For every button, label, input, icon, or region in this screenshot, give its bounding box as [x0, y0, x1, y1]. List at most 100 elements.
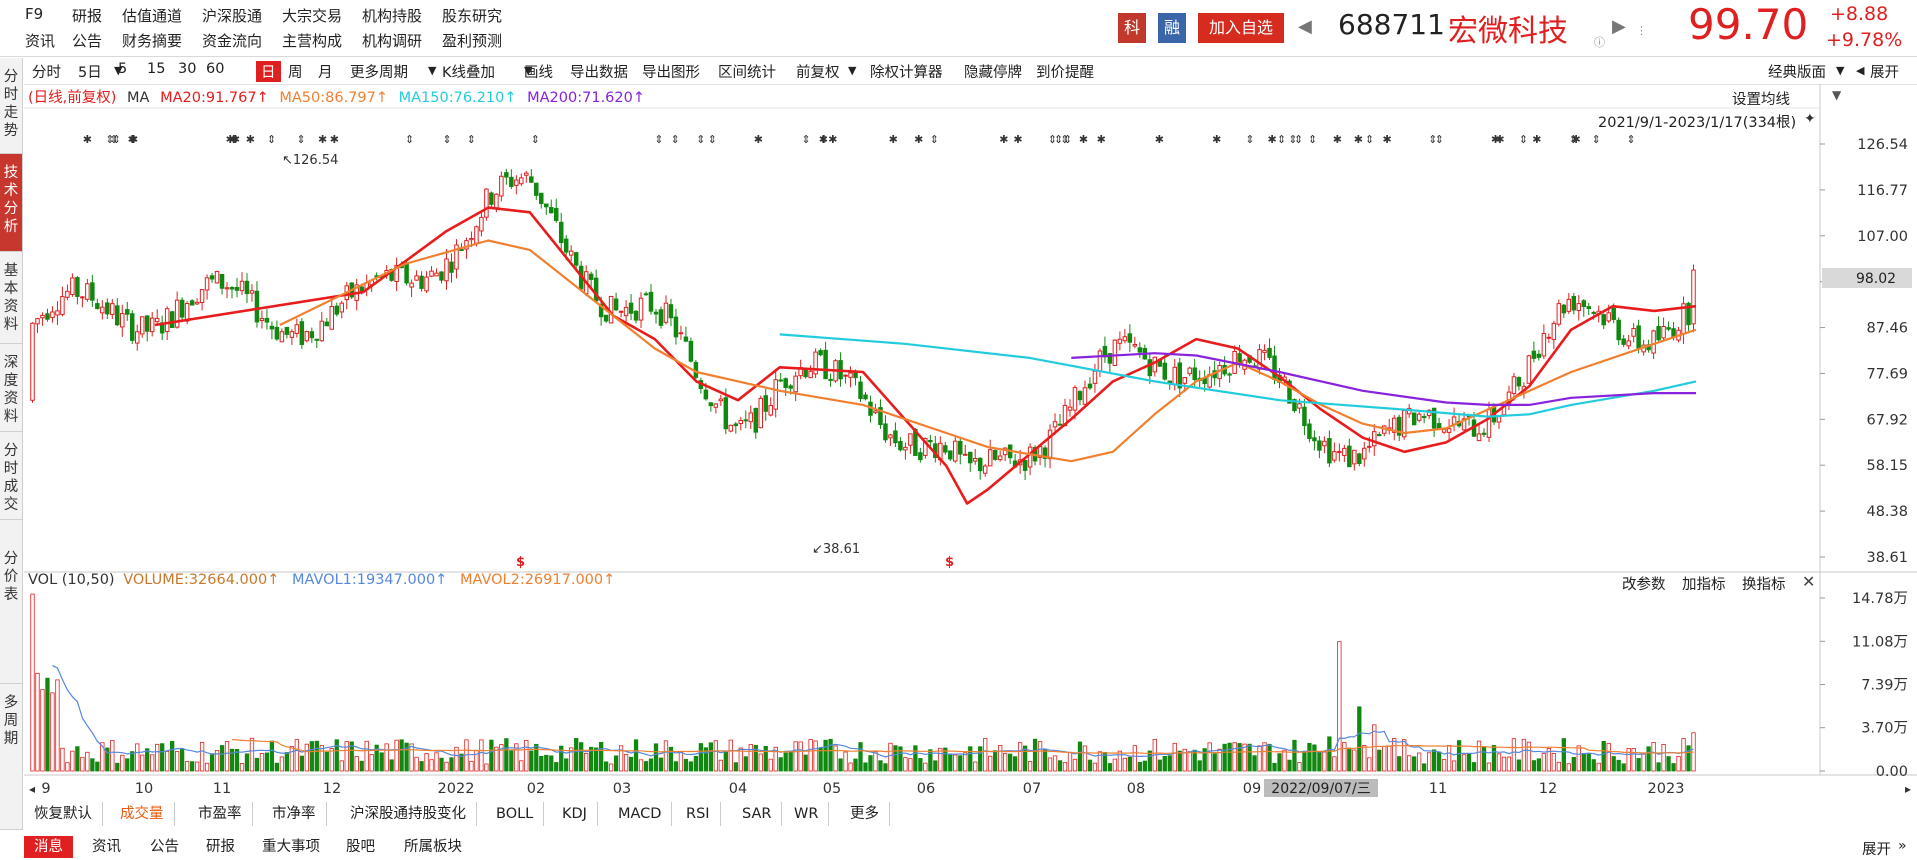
toolbar-item-7[interactable]: 周	[288, 65, 303, 81]
event-marker[interactable]: ⇕	[1054, 133, 1063, 146]
event-marker[interactable]: ⇕	[1569, 133, 1578, 146]
event-marker[interactable]: ✱	[828, 133, 837, 146]
event-marker[interactable]: ✱	[246, 133, 255, 146]
event-marker[interactable]: ⇕	[405, 133, 414, 146]
menu-top-6[interactable]: 股东研究	[442, 7, 503, 25]
news-expand-button[interactable]: 展开	[1862, 842, 1891, 858]
scroll-right-icon[interactable]: ▸	[1905, 782, 1911, 796]
nav-item-3[interactable]: 深度资料	[0, 344, 22, 432]
event-marker[interactable]: ⇕	[654, 133, 663, 146]
event-marker[interactable]: ✱	[318, 133, 327, 146]
event-marker[interactable]: ✱	[819, 133, 828, 146]
event-marker[interactable]: ⇕	[1277, 133, 1286, 146]
event-marker[interactable]: ✱	[1572, 133, 1581, 146]
toolbar-item-2[interactable]: 5	[118, 61, 128, 77]
event-marker[interactable]: ✱	[914, 133, 923, 146]
event-marker[interactable]: ✱	[1097, 133, 1106, 146]
toolbar-item-3[interactable]: 15	[147, 61, 166, 77]
news-tab-3[interactable]: 研报	[206, 839, 235, 855]
event-marker[interactable]: ⇕	[1627, 133, 1636, 146]
event-marker[interactable]: ✱	[226, 133, 235, 146]
event-marker[interactable]: ⇕	[801, 133, 810, 146]
event-marker[interactable]: ⇕	[105, 133, 114, 146]
event-marker[interactable]: ✱	[231, 133, 240, 146]
event-marker[interactable]: ✱	[83, 133, 92, 146]
nav-item-0[interactable]: 分时走势	[0, 58, 22, 154]
event-marker[interactable]: ✱	[1267, 133, 1276, 146]
tag-ke[interactable]: 科	[1118, 13, 1146, 43]
pin-icon[interactable]: ✦	[1804, 111, 1816, 127]
menu-top-3[interactable]: 沪深股通	[202, 7, 263, 25]
event-marker[interactable]: ✱	[889, 133, 898, 146]
event-marker[interactable]: ✱	[128, 133, 137, 146]
event-marker[interactable]: ⇕	[671, 133, 680, 146]
indicator-tab-2[interactable]: 市盈率	[188, 802, 253, 826]
nav-item-5[interactable]: 分价表	[0, 520, 22, 684]
event-marker[interactable]: ✱	[1495, 133, 1504, 146]
event-marker[interactable]: ⇕	[1063, 133, 1072, 146]
prev-stock-icon[interactable]: ◀	[1298, 16, 1312, 37]
menu-top-1[interactable]: 研报	[72, 7, 103, 25]
switch-indicator-button[interactable]: 换指标	[1742, 577, 1786, 593]
toolbar-item-0[interactable]: 分时	[32, 65, 61, 81]
news-tab-6[interactable]: 所属板块	[404, 839, 462, 855]
toolbar-item-12[interactable]: 导出数据	[570, 65, 628, 81]
event-marker[interactable]: ✱	[999, 133, 1008, 146]
toolbar-item-16[interactable]: 除权计算器	[870, 65, 943, 81]
dividend-marker[interactable]: $	[516, 555, 525, 570]
nav-item-2[interactable]: 基本资料	[0, 252, 22, 344]
change-params-button[interactable]: 改参数	[1622, 577, 1666, 593]
toolbar-item-17[interactable]: 隐藏停牌	[964, 65, 1022, 81]
indicator-tab-7[interactable]: MACD	[608, 802, 673, 826]
indicator-tab-1[interactable]: 成交量	[110, 802, 175, 826]
toolbar-item-15[interactable]: 前复权	[796, 65, 840, 81]
dd-k-overlay-icon[interactable]: ▼	[524, 64, 533, 77]
menu-top-5[interactable]: 机构持股	[362, 7, 423, 25]
event-marker[interactable]: ✱	[1354, 133, 1363, 146]
event-marker[interactable]: ✱	[330, 133, 339, 146]
next-stock-icon[interactable]: ▶	[1612, 16, 1626, 37]
indicator-tab-5[interactable]: BOLL	[486, 802, 545, 826]
event-marker[interactable]: ✱	[1383, 133, 1392, 146]
event-marker[interactable]: ⇕	[1519, 133, 1528, 146]
event-marker[interactable]: ⇕	[296, 133, 305, 146]
news-tab-5[interactable]: 股吧	[346, 839, 375, 855]
toolbar-item-18[interactable]: 到价提醒	[1036, 65, 1094, 81]
set-ma-dropdown-icon[interactable]: ▼	[1832, 88, 1842, 102]
menu-bottom-2[interactable]: 财务摘要	[122, 32, 183, 50]
indicator-tab-0[interactable]: 恢复默认	[24, 802, 103, 826]
indicator-tab-8[interactable]: RSI	[676, 802, 721, 826]
event-marker[interactable]: ⇕	[1060, 133, 1069, 146]
menu-bottom-5[interactable]: 机构调研	[362, 32, 423, 50]
event-marker[interactable]: ⇕	[819, 133, 828, 146]
toolbar-item-4[interactable]: 30	[178, 61, 197, 77]
event-marker[interactable]: ✱	[229, 133, 238, 146]
menu-bottom-1[interactable]: 公告	[72, 32, 103, 50]
event-marker[interactable]: ⇕	[467, 133, 476, 146]
news-tab-4[interactable]: 重大事项	[262, 839, 320, 855]
event-marker[interactable]: ✱	[754, 133, 763, 146]
event-marker[interactable]: ✱	[1079, 133, 1088, 146]
toolbar-item-1[interactable]: 5日	[78, 65, 102, 81]
indicator-tab-10[interactable]: WR	[784, 802, 830, 826]
more-icon[interactable]: ⋮	[1636, 24, 1647, 37]
menu-bottom-0[interactable]: 资讯	[25, 32, 56, 50]
event-marker[interactable]: ✱	[1212, 133, 1221, 146]
toolbar-item-9[interactable]: 更多周期	[350, 65, 408, 81]
event-marker[interactable]: ⇕	[442, 133, 451, 146]
menu-bottom-3[interactable]: 资金流向	[202, 32, 263, 50]
event-marker[interactable]: ⇕	[1592, 133, 1601, 146]
menu-top-2[interactable]: 估值通道	[122, 7, 183, 25]
event-marker[interactable]: ⇕	[1308, 133, 1317, 146]
classic-layout-button[interactable]: 经典版面	[1768, 65, 1826, 81]
layout-dropdown-icon[interactable]: ▼	[1836, 64, 1845, 77]
event-marker[interactable]: ⇕	[109, 133, 118, 146]
dd-5day-icon[interactable]: ▼	[114, 64, 123, 77]
dividend-marker[interactable]: $	[945, 555, 954, 570]
event-marker[interactable]: ✱	[1333, 133, 1342, 146]
expand-chevron-icon[interactable]: »	[1898, 838, 1907, 854]
toolbar-item-11[interactable]: 画线	[524, 65, 553, 81]
event-marker[interactable]: ⇕	[531, 133, 540, 146]
event-marker[interactable]: ✱	[129, 133, 138, 146]
toolbar-item-10[interactable]: K线叠加	[442, 65, 496, 81]
